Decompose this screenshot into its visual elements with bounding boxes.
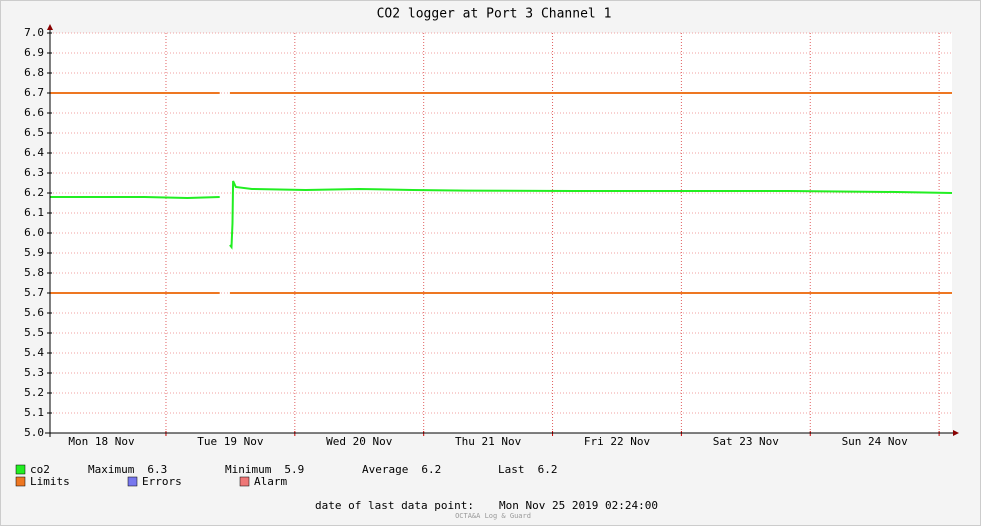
stat-value: 6.3 — [147, 463, 167, 476]
y-tick-label: 5.2 — [24, 386, 44, 399]
stat-value: 6.2 — [538, 463, 558, 476]
y-tick-label: 6.3 — [24, 166, 44, 179]
x-arrow — [953, 430, 959, 436]
x-tick-label: Mon 18 Nov — [68, 435, 135, 448]
x-tick-label: Thu 21 Nov — [455, 435, 522, 448]
series-line — [50, 180, 953, 250]
y-tick-label: 5.7 — [24, 286, 44, 299]
stat-value: 5.9 — [284, 463, 304, 476]
y-tick-label: 5.6 — [24, 306, 44, 319]
legend-label: Alarm — [254, 475, 287, 488]
footer-label: date of last data point: — [315, 499, 474, 512]
x-tick-label: Sat 23 Nov — [713, 435, 780, 448]
x-tick-label: Fri 22 Nov — [584, 435, 651, 448]
y-tick-label: 6.2 — [24, 186, 44, 199]
x-tick-label: Tue 19 Nov — [197, 435, 264, 448]
y-tick-label: 5.1 — [24, 406, 44, 419]
watermark: OCTA&A Log & Guard — [455, 512, 531, 520]
y-tick-label: 5.9 — [24, 246, 44, 259]
y-tick-label: 6.4 — [24, 146, 44, 159]
marks — [50, 92, 953, 294]
x-tick-label: Wed 20 Nov — [326, 435, 393, 448]
y-tick-label: 5.0 — [24, 426, 44, 439]
legend-swatch — [15, 476, 26, 487]
stat-label: Minimum — [225, 463, 272, 476]
y-tick-label: 6.8 — [24, 66, 44, 79]
y-tick-label: 5.4 — [24, 346, 44, 359]
stat-label: Average — [362, 463, 408, 476]
y-tick-label: 5.3 — [24, 366, 44, 379]
x-tick-label: Sun 24 Nov — [842, 435, 909, 448]
legend-label: Limits — [30, 475, 70, 488]
legend-swatch — [127, 476, 138, 487]
legend-swatch — [239, 476, 250, 487]
y-tick-label: 6.1 — [24, 206, 44, 219]
stat-value: 6.2 — [421, 463, 441, 476]
stat-label: Last — [498, 463, 525, 476]
y-tick-label: 6.0 — [24, 226, 44, 239]
y-tick-label: 5.5 — [24, 326, 44, 339]
grid — [47, 32, 952, 436]
y-tick-label: 5.8 — [24, 266, 44, 279]
legend-swatch — [15, 464, 26, 475]
stat-label: Maximum — [88, 463, 135, 476]
y-tick-label: 6.5 — [24, 126, 44, 139]
legend-label: Errors — [142, 475, 182, 488]
y-tick-label: 7.0 — [24, 26, 44, 39]
chart-title: CO2 logger at Port 3 Channel 1 — [377, 7, 612, 22]
y-tick-label: 6.6 — [24, 106, 44, 119]
footer-value: Mon Nov 25 2019 02:24:00 — [499, 499, 658, 512]
y-tick-label: 6.7 — [24, 86, 44, 99]
legend-label: co2 — [30, 463, 50, 476]
y-arrow — [47, 24, 53, 30]
y-tick-label: 6.9 — [24, 46, 44, 59]
